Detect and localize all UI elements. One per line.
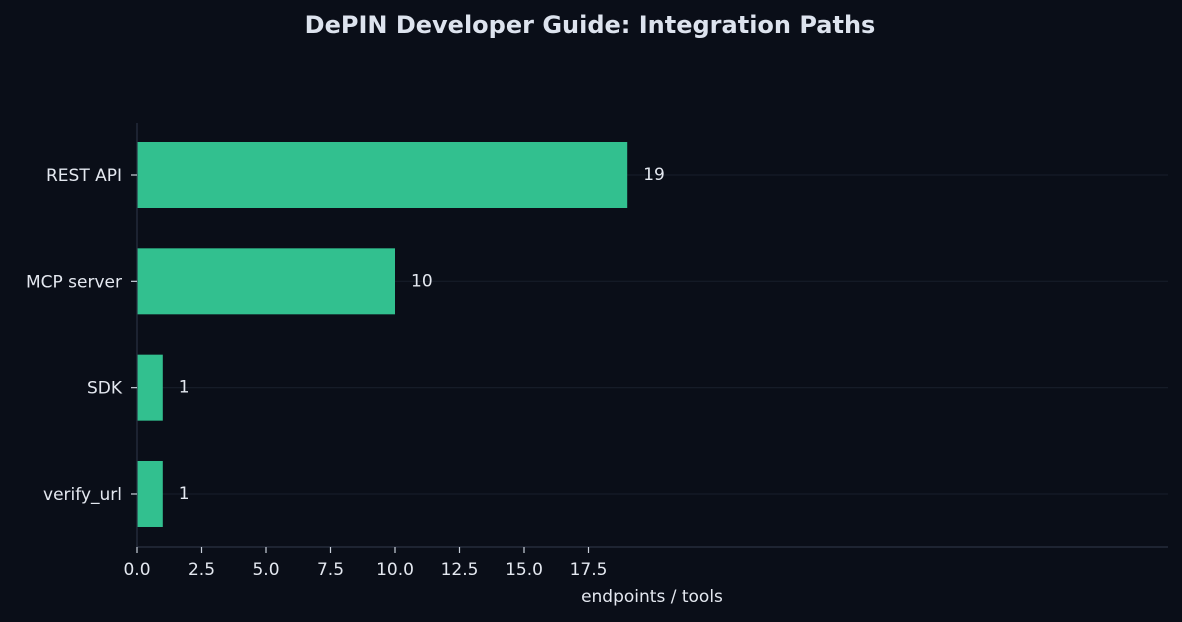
x-tick-label: 7.5 (317, 560, 344, 580)
x-tick-label: 15.0 (505, 560, 543, 580)
x-tick-label: 17.5 (570, 560, 608, 580)
category-label: MCP server (26, 272, 122, 292)
x-ticks: 0.0 2.5 5.0 7.5 10.0 12.5 15.0 17.5 (123, 174, 608, 580)
x-axis-title: endpoints / tools (581, 587, 723, 607)
bar (137, 248, 395, 315)
chart-title: DePIN Developer Guide: Integration Paths (305, 11, 876, 39)
axes (136, 123, 1168, 548)
category-labels: REST API MCP server SDK verify_url (26, 166, 123, 505)
bars (137, 142, 628, 527)
x-tick-label: 10.0 (376, 560, 414, 580)
category-label: SDK (87, 379, 123, 399)
category-label: verify_url (43, 485, 122, 505)
grid-lines (137, 174, 1168, 495)
value-label: 1 (179, 484, 190, 504)
value-label: 10 (411, 271, 433, 291)
x-tick-label: 0.0 (123, 560, 150, 580)
bar (137, 354, 163, 421)
x-tick-label: 12.5 (441, 560, 479, 580)
category-label: REST API (46, 166, 122, 186)
value-labels: 19 10 1 1 (179, 165, 665, 504)
x-tick-label: 2.5 (188, 560, 215, 580)
bar (137, 142, 628, 208)
value-label: 19 (643, 165, 665, 185)
value-label: 1 (179, 378, 190, 398)
bar (137, 460, 163, 527)
x-tick-label: 5.0 (252, 560, 279, 580)
